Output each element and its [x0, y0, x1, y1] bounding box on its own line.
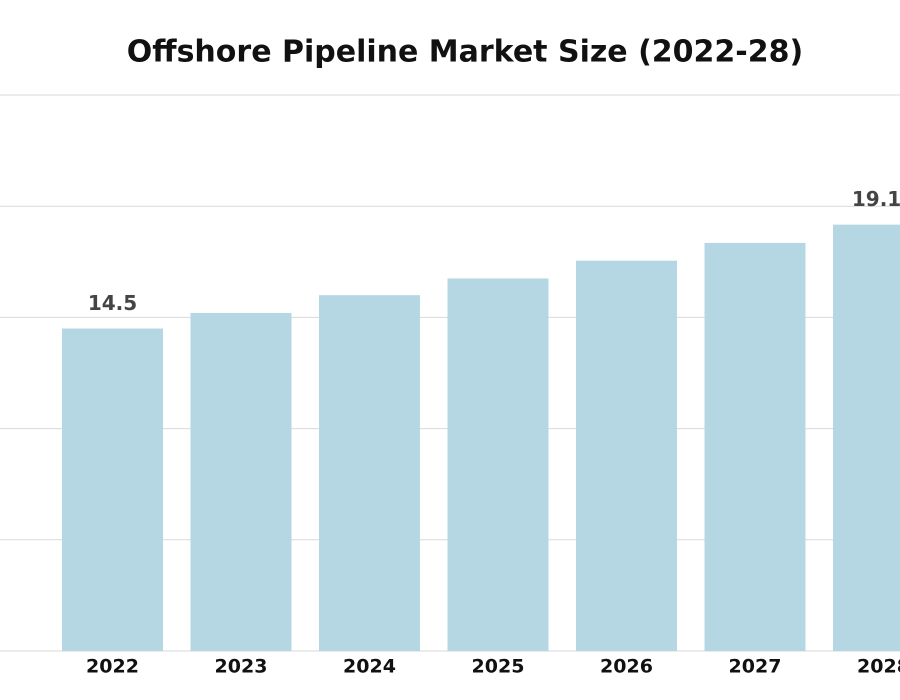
- x-tick-label: 2024: [343, 656, 396, 678]
- x-tick-label: 2028: [857, 656, 900, 678]
- value-label: 19.17: [852, 187, 900, 211]
- x-tick-label: 2022: [86, 656, 139, 678]
- x-tick-label: 2027: [729, 656, 782, 678]
- x-tick-label: 2026: [600, 656, 653, 678]
- value-label: 14.5: [88, 291, 137, 315]
- bar: [704, 242, 806, 651]
- bar: [190, 312, 292, 651]
- bar: [62, 328, 163, 651]
- x-tick-label: 2025: [472, 656, 525, 678]
- chart-title: Offshore Pipeline Market Size (2022-28): [127, 35, 803, 70]
- bar: [576, 260, 677, 651]
- bar: [833, 224, 900, 652]
- bar: [447, 278, 549, 651]
- x-tick-label: 2023: [215, 656, 268, 678]
- bar: [319, 295, 420, 651]
